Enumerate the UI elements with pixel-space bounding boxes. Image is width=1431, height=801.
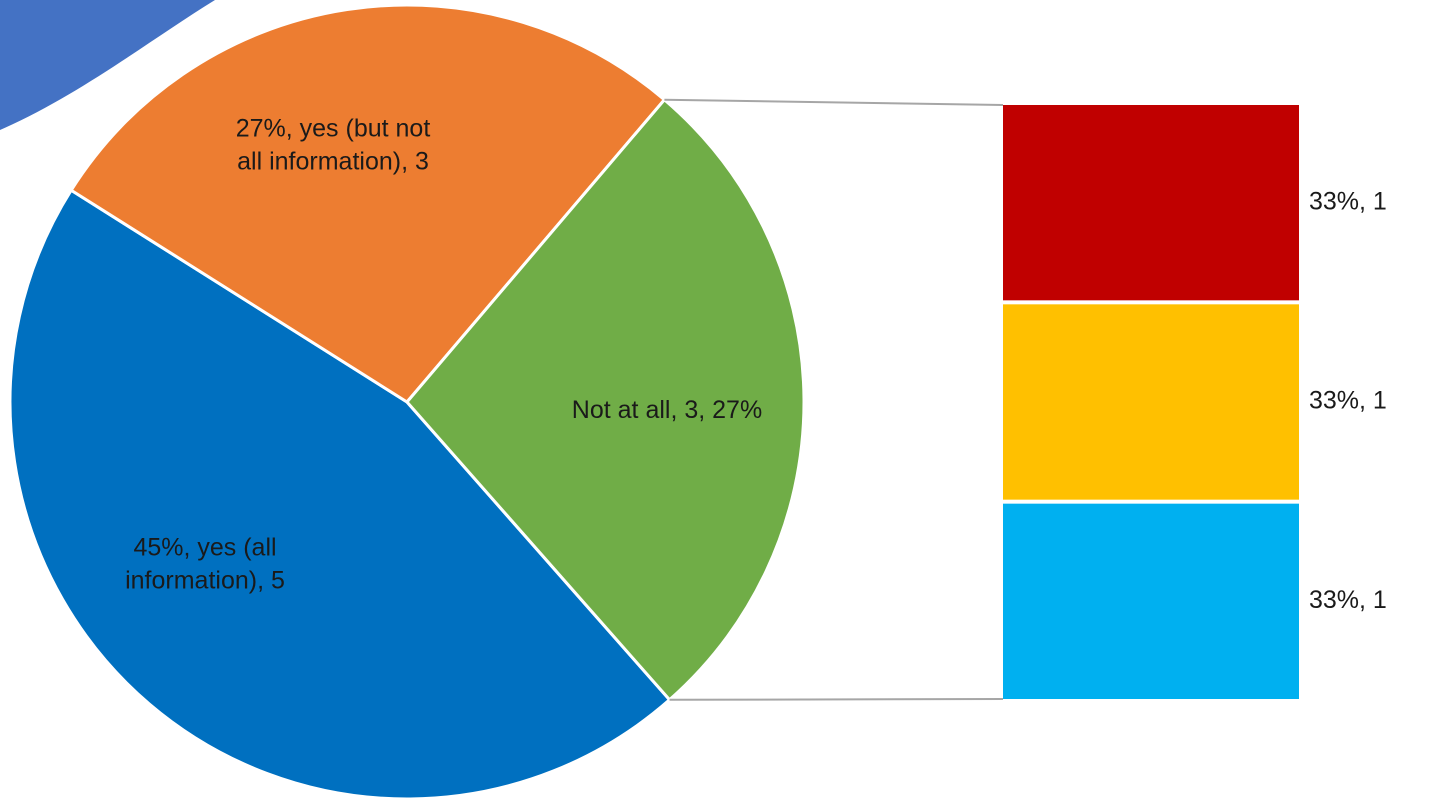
corner-decoration [0, 0, 215, 130]
pie [8, 3, 806, 801]
bar-segment-label-2: 33%, 1 [1309, 387, 1387, 415]
pie-slice-2 [69, 3, 666, 404]
pie-slice-1 [8, 188, 672, 801]
data-labels: 45%, yes (all information), 5 27%, yes (bu… [125, 114, 1387, 614]
stacked-bar [1003, 105, 1299, 699]
bar-segment-2 [1003, 304, 1299, 500]
connector-line-bottom [669, 698, 1004, 701]
pie-slice-label-3: Not at all, 3, 27% [572, 396, 762, 424]
pie-slice-label-1: 45%, yes (all information), 5 [125, 533, 285, 594]
connector-lines [664, 98, 1004, 701]
bar-segment-label-1: 33%, 1 [1309, 187, 1387, 215]
bar-segment-3 [1003, 503, 1299, 699]
pie-slice-3 [405, 98, 806, 702]
bar-segment-label-3: 33%, 1 [1309, 586, 1387, 614]
bar-segment-1 [1003, 105, 1299, 301]
pie-slice-label-2: 27%, yes (but not all information), 3 [236, 114, 431, 175]
connector-line-top [664, 98, 1004, 106]
